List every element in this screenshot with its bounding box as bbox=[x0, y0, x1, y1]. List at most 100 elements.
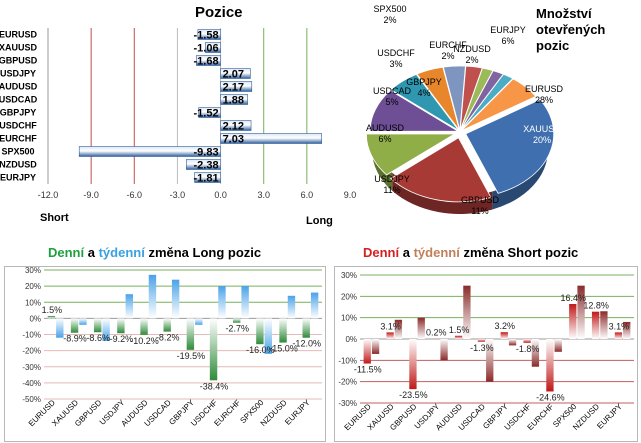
data-label-usdjpy: 0.2% bbox=[426, 328, 447, 338]
bar-t-denn--eurchf bbox=[554, 339, 562, 352]
pie-label-usdjpy: USDJPY bbox=[374, 174, 410, 184]
positions-chart: Pozice -12.0 -9.0 -6.0 -3.0 0.0 3.0 6.0 9.0 EURU… bbox=[0, 0, 360, 232]
bar-t-denn--usdjpy bbox=[440, 339, 448, 361]
value-label-xauusd: -1.06 bbox=[193, 43, 218, 55]
value-label-eurchf: 7.03 bbox=[223, 134, 244, 146]
category-label-eurusd: EURUSD bbox=[0, 30, 37, 40]
y-tick-label: -20% bbox=[338, 378, 357, 387]
bar-denn--gbpusd bbox=[94, 318, 102, 333]
data-label-gbpjpy: 3.2% bbox=[495, 321, 516, 331]
bar-denn--eurchf bbox=[546, 339, 554, 392]
data-label-nzdusd: -15.0% bbox=[269, 344, 298, 354]
pie-pct-xauusd: 20% bbox=[533, 135, 551, 145]
long-change-title: Denní a týdenní změna Long pozic bbox=[48, 245, 261, 260]
data-label-usdjpy: -9.2% bbox=[110, 334, 134, 344]
bar-t-denn--spx500 bbox=[577, 285, 585, 339]
x-tick-label: 6.0 bbox=[301, 190, 314, 200]
pie-pct-usdjpy: 11% bbox=[383, 185, 400, 195]
pie-chart: EURUSD28%XAUUSD20%GBPUSD11%USDJPY11%AUDU… bbox=[365, 4, 563, 216]
value-label-eurusd: -1.58 bbox=[193, 30, 218, 42]
data-label-gbpusd: -23.5% bbox=[399, 390, 428, 400]
bar-t-denn--gbpusd bbox=[417, 317, 425, 339]
category-label-spx500: SPX500 bbox=[1, 147, 34, 157]
bar-denn--audusd bbox=[454, 335, 463, 339]
x-tick-label: -3.0 bbox=[170, 190, 186, 200]
bar-usdcad bbox=[220, 94, 248, 105]
data-label-audusd: -10.2% bbox=[130, 336, 159, 346]
data-label-nzdusd: 12.8% bbox=[583, 301, 609, 311]
pie-pct-usdchf: 3% bbox=[389, 59, 402, 69]
pie-side-xauusd bbox=[392, 172, 493, 214]
value-label-usdcad: 1.88 bbox=[223, 95, 244, 107]
x-tick-label: 3.0 bbox=[257, 190, 270, 200]
y-tick-label: -30% bbox=[22, 363, 41, 372]
long-change-chart: Denní a týdenní změna Long pozic 30% 20% 1… bbox=[0, 240, 330, 443]
pie-label-eurchf: EURCHF bbox=[429, 40, 467, 50]
y-tick-label: 20% bbox=[25, 282, 41, 291]
value-label-audusd: 2.17 bbox=[223, 82, 244, 94]
pie-label-audusd: AUDUSD bbox=[366, 123, 405, 133]
category-label-xauusd: XAUUSD bbox=[0, 43, 37, 53]
pie-pct-eurjpy: 6% bbox=[501, 36, 514, 46]
pie-slice-usdcad bbox=[416, 66, 460, 131]
pie-label-usdchf: USDCHF bbox=[377, 48, 415, 58]
bar-usdjpy bbox=[220, 68, 251, 79]
bar-t-denn--usdcad bbox=[171, 279, 180, 319]
short-change-chart: Denní a týdenní změna Short pozic 30% 20%… bbox=[330, 240, 641, 443]
bar-t-denn--spx500 bbox=[264, 318, 272, 354]
short-label: Short bbox=[40, 212, 69, 224]
data-label-xauusd: 3.1% bbox=[380, 321, 401, 331]
value-label-eurjpy: -1.81 bbox=[193, 173, 218, 185]
y-tick-label: -40% bbox=[22, 379, 41, 388]
pie-side-gbpusd bbox=[372, 132, 393, 191]
x-tick-label: 9.0 bbox=[344, 190, 357, 200]
category-label-usdcad: USDCAD bbox=[0, 95, 38, 105]
data-label-eurusd: 1.5% bbox=[42, 305, 63, 315]
bar-denn--nzdusd bbox=[591, 311, 600, 339]
pie-slice-nzdusd bbox=[460, 73, 514, 131]
pie-pct-gbpusd: 11% bbox=[471, 206, 488, 216]
data-label-usdcad: -8.2% bbox=[156, 333, 180, 343]
data-label-usdchf: -1.8% bbox=[516, 344, 540, 354]
bar-t-denn--eurusd bbox=[56, 318, 64, 338]
bar-usdchf bbox=[220, 120, 252, 131]
pie-label-usdcad: USDCAD bbox=[373, 86, 412, 96]
data-label-usdcad: -1.3% bbox=[470, 343, 494, 353]
bar-t-denn--eurusd bbox=[371, 339, 380, 354]
bar-t-denn--usdchf bbox=[531, 339, 540, 367]
x-tick-label: -12.0 bbox=[38, 190, 59, 200]
pie-slice-gbpusd bbox=[365, 133, 456, 176]
x-tick-label-eurjpy: EURJPY bbox=[595, 402, 624, 431]
y-tick-label: 30% bbox=[341, 271, 357, 280]
category-label-usdjpy: USDJPY bbox=[0, 69, 36, 79]
pie-title: Množství otevřených pozic bbox=[536, 6, 606, 53]
value-label-usdchf: 2.12 bbox=[223, 121, 244, 133]
value-label-spx500: -9.83 bbox=[193, 147, 218, 159]
y-tick-label: -30% bbox=[338, 399, 357, 408]
short-bar-chart: 30%20%10%0%-10%-20%-30%-11.5%EURUSD3.1%X… bbox=[338, 271, 634, 432]
x-tick-label: -6.0 bbox=[127, 190, 143, 200]
bar-eurjpy bbox=[194, 172, 221, 183]
title-part-0: Denní bbox=[363, 245, 400, 260]
bar-eurchf bbox=[220, 133, 322, 144]
bar-t-denn--usdjpy bbox=[125, 294, 133, 319]
title-part-3: změna Short pozic bbox=[459, 245, 579, 260]
y-tick-label: 0% bbox=[345, 335, 357, 344]
y-tick-label: -10% bbox=[338, 356, 357, 365]
positions-title: Pozice bbox=[195, 4, 243, 21]
value-label-gbpjpy: -1.52 bbox=[193, 108, 218, 120]
bar-t-denn--audusd bbox=[148, 274, 157, 319]
x-tick-label: 0.0 bbox=[214, 190, 227, 200]
data-label-usdchf: -38.4% bbox=[200, 381, 229, 391]
bar-t-denn--usdchf bbox=[218, 286, 226, 319]
data-label-eurusd: -11.5% bbox=[354, 365, 382, 375]
value-label-gbpusd: -1.68 bbox=[193, 56, 218, 68]
bar-t-denn--gbpjpy bbox=[508, 339, 517, 346]
y-tick-label: -50% bbox=[22, 395, 41, 404]
data-label-audusd: 1.5% bbox=[449, 325, 470, 335]
pie-label-gbpusd: GBPUSD bbox=[461, 195, 500, 205]
category-label-gbpjpy: GBPJPY bbox=[0, 108, 36, 118]
bar-eurusd bbox=[197, 29, 221, 40]
bar-t-denn--gbpjpy bbox=[195, 318, 203, 325]
y-tick-label: 10% bbox=[341, 314, 357, 323]
